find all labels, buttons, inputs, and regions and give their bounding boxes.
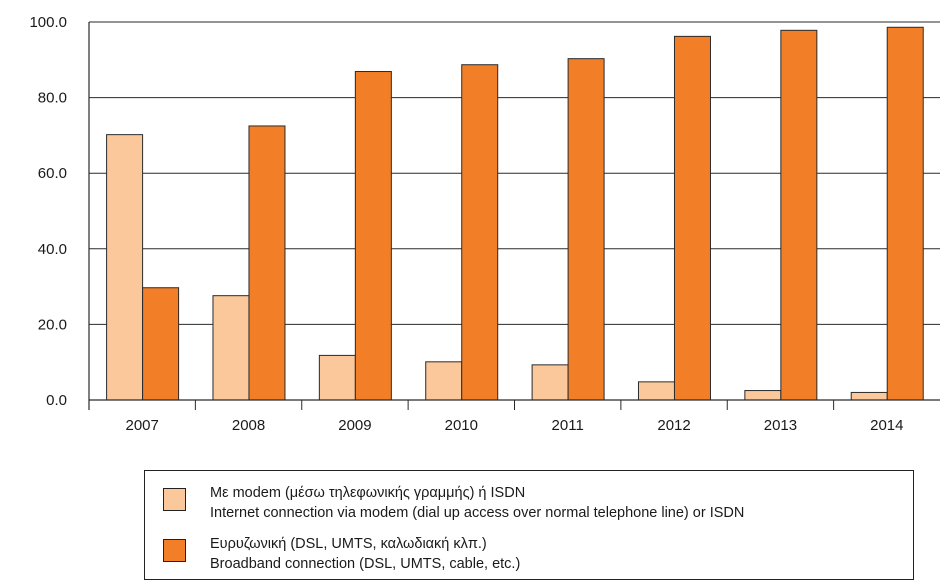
bar-modem <box>850 391 888 401</box>
y-tick-label: 60.0 <box>38 165 67 182</box>
bar-modem <box>425 361 463 401</box>
bar-broadband <box>354 71 392 401</box>
legend-item-modem: Με modem (μέσω τηλεφωνικής γραμμής) ή IS… <box>163 484 744 523</box>
legend-label-broadband: Ευρυζωνική (DSL, UMTS, καλωδιακή κλπ.) B… <box>210 535 520 574</box>
x-tick-label: 2010 <box>445 417 478 434</box>
bar-modem <box>637 381 675 401</box>
legend-label-modem: Με modem (μέσω τηλεφωνικής γραμμής) ή IS… <box>210 484 744 523</box>
bar-modem <box>318 354 356 401</box>
x-tick-label: 2009 <box>338 417 371 434</box>
bar-broadband <box>673 35 711 401</box>
legend-swatch-broadband <box>163 539 186 562</box>
legend-item-broadband: Ευρυζωνική (DSL, UMTS, καλωδιακή κλπ.) B… <box>163 535 520 574</box>
axes <box>88 22 940 410</box>
bar-broadband <box>248 125 286 401</box>
y-tick-label: 20.0 <box>38 316 67 333</box>
x-tick-label: 2013 <box>764 417 797 434</box>
x-tick-label: 2012 <box>657 417 690 434</box>
bars <box>106 26 924 401</box>
bar-broadband <box>886 26 924 401</box>
legend-label-modem-gr: Με modem (μέσω τηλεφωνικής γραμμής) ή IS… <box>210 485 526 501</box>
bar-modem <box>106 134 144 401</box>
bar-broadband <box>567 58 605 401</box>
y-tick-label: 80.0 <box>38 90 67 107</box>
legend-label-modem-en: Internet connection via modem (dial up a… <box>210 504 745 521</box>
tick-labels: 0.0 20.0 40.0 60.0 80.0 100.0 2007 2008 2009 2010… <box>29 14 903 434</box>
bar-broadband <box>142 287 180 401</box>
bar-modem <box>531 364 569 401</box>
legend-label-broadband-en: Broadband connection (DSL, UMTS, cable, … <box>210 555 521 572</box>
x-tick-label: 2008 <box>232 417 265 434</box>
bar-broadband <box>461 64 499 401</box>
legend: Με modem (μέσω τηλεφωνικής γραμμής) ή IS… <box>144 470 914 580</box>
y-tick-label: 40.0 <box>38 241 67 258</box>
y-tick-label: 0.0 <box>46 392 67 409</box>
legend-swatch-modem <box>163 488 186 511</box>
y-tick-label: 100.0 <box>29 14 67 31</box>
x-tick-label: 2007 <box>126 417 159 434</box>
bar-modem <box>212 295 250 401</box>
x-tick-label: 2014 <box>870 417 903 434</box>
x-tick-label: 2011 <box>552 417 584 434</box>
bar-broadband <box>780 29 818 401</box>
bar-modem <box>744 390 782 401</box>
legend-label-broadband-gr: Ευρυζωνική (DSL, UMTS, καλωδιακή κλπ.) <box>210 536 487 552</box>
